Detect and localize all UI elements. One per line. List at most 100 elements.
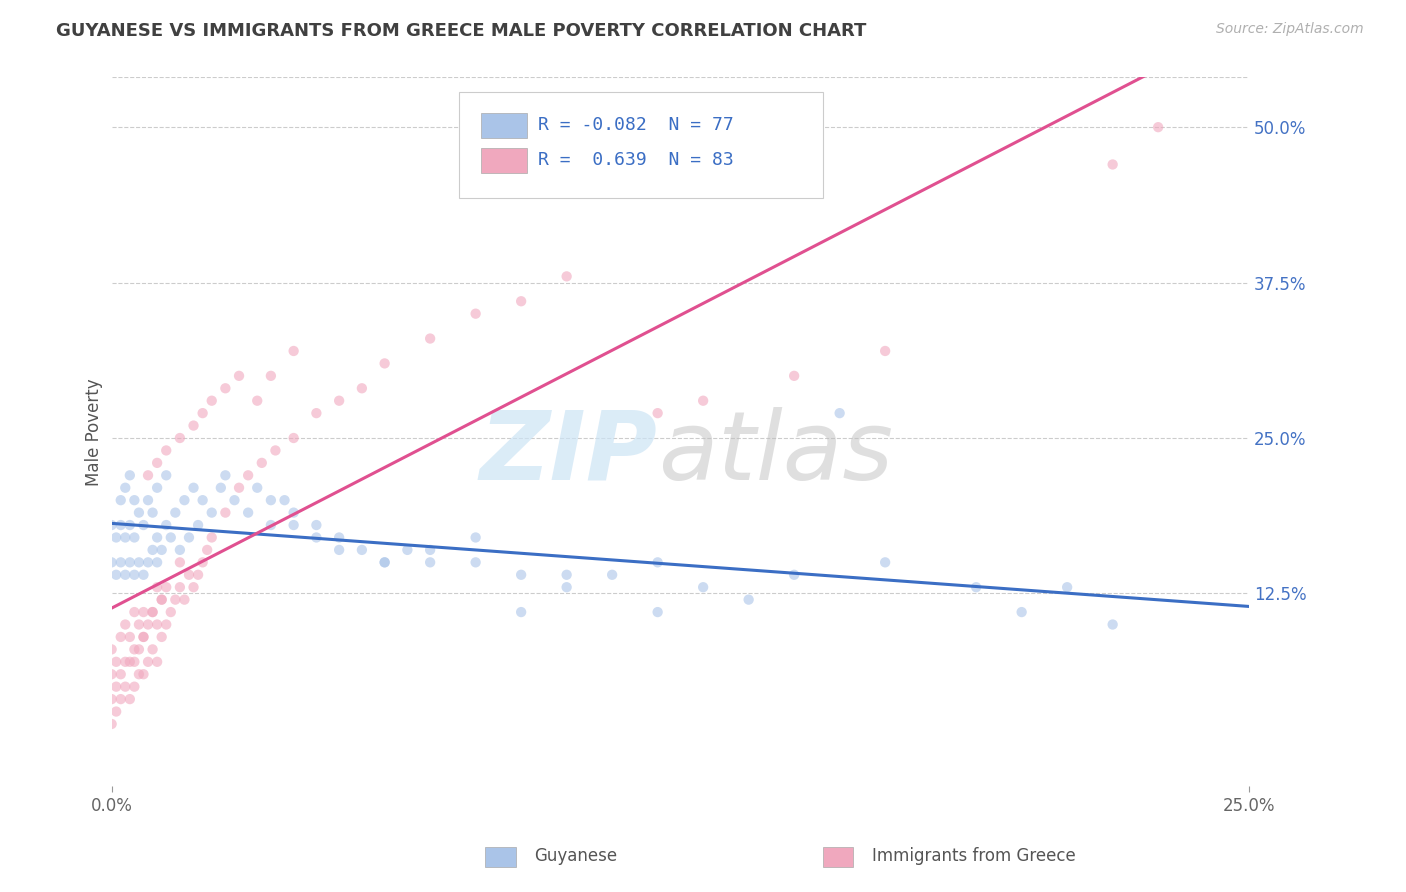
Point xyxy=(114,617,136,632)
Point xyxy=(419,332,441,346)
Point xyxy=(464,531,486,545)
Point xyxy=(419,555,441,569)
Point xyxy=(965,580,987,594)
Point xyxy=(260,368,283,383)
Point xyxy=(128,667,150,681)
Point xyxy=(1011,605,1033,619)
Point xyxy=(173,592,195,607)
Point xyxy=(146,655,169,669)
Point xyxy=(105,531,128,545)
FancyBboxPatch shape xyxy=(458,92,823,198)
Point xyxy=(124,531,146,545)
Point xyxy=(110,493,132,508)
Point xyxy=(191,406,214,420)
Text: Guyanese: Guyanese xyxy=(534,847,617,865)
Point xyxy=(155,443,177,458)
Point xyxy=(146,456,169,470)
Point xyxy=(374,555,396,569)
Point xyxy=(875,555,897,569)
Point xyxy=(136,555,159,569)
Point xyxy=(224,493,246,508)
Point xyxy=(136,655,159,669)
Point xyxy=(146,580,169,594)
Point xyxy=(600,567,623,582)
Point xyxy=(100,692,122,706)
Point xyxy=(150,592,173,607)
Point xyxy=(169,580,191,594)
Point xyxy=(146,531,169,545)
Point xyxy=(647,605,669,619)
Point xyxy=(100,667,122,681)
Point xyxy=(283,431,305,445)
Point xyxy=(191,493,214,508)
Point xyxy=(350,381,373,395)
Point xyxy=(118,468,141,483)
Point xyxy=(159,605,181,619)
Point xyxy=(124,493,146,508)
Point xyxy=(105,567,128,582)
Point xyxy=(464,307,486,321)
Bar xyxy=(481,148,527,173)
Point xyxy=(155,518,177,533)
Point xyxy=(692,580,714,594)
Point xyxy=(118,692,141,706)
Point xyxy=(105,680,128,694)
Text: GUYANESE VS IMMIGRANTS FROM GREECE MALE POVERTY CORRELATION CHART: GUYANESE VS IMMIGRANTS FROM GREECE MALE … xyxy=(56,22,866,40)
Point xyxy=(187,567,209,582)
Point xyxy=(165,592,187,607)
Point xyxy=(555,567,578,582)
Point xyxy=(132,567,155,582)
Text: Source: ZipAtlas.com: Source: ZipAtlas.com xyxy=(1216,22,1364,37)
Point xyxy=(136,617,159,632)
Point xyxy=(124,567,146,582)
Point xyxy=(105,705,128,719)
Point xyxy=(132,630,155,644)
Point xyxy=(136,493,159,508)
Point xyxy=(183,580,205,594)
Point xyxy=(177,567,200,582)
Point xyxy=(273,493,295,508)
Point xyxy=(150,630,173,644)
Point xyxy=(169,431,191,445)
Point xyxy=(110,518,132,533)
Point xyxy=(246,481,269,495)
Point xyxy=(1101,617,1123,632)
Bar xyxy=(481,113,527,137)
Point xyxy=(214,468,236,483)
Point xyxy=(783,368,806,383)
Point xyxy=(260,493,283,508)
Point xyxy=(142,542,165,557)
Point xyxy=(183,481,205,495)
Point xyxy=(828,406,851,420)
Point xyxy=(100,555,122,569)
Point xyxy=(305,406,328,420)
Point xyxy=(114,531,136,545)
Point xyxy=(692,393,714,408)
Point xyxy=(374,356,396,370)
Point xyxy=(1101,157,1123,171)
Point xyxy=(110,555,132,569)
Point xyxy=(124,655,146,669)
Point xyxy=(155,580,177,594)
Point xyxy=(328,393,350,408)
Point xyxy=(124,680,146,694)
Point xyxy=(228,481,250,495)
Point xyxy=(100,717,122,731)
Point xyxy=(146,555,169,569)
Point xyxy=(419,542,441,557)
Point xyxy=(305,518,328,533)
Point xyxy=(177,531,200,545)
Point xyxy=(100,518,122,533)
Point xyxy=(124,605,146,619)
Point xyxy=(142,506,165,520)
Point xyxy=(647,555,669,569)
Point xyxy=(142,605,165,619)
Point xyxy=(510,567,533,582)
Point xyxy=(201,506,224,520)
Point xyxy=(236,506,259,520)
Point xyxy=(118,630,141,644)
Point xyxy=(136,468,159,483)
Point xyxy=(142,605,165,619)
Point xyxy=(132,667,155,681)
Text: R =  0.639  N = 83: R = 0.639 N = 83 xyxy=(538,152,734,169)
